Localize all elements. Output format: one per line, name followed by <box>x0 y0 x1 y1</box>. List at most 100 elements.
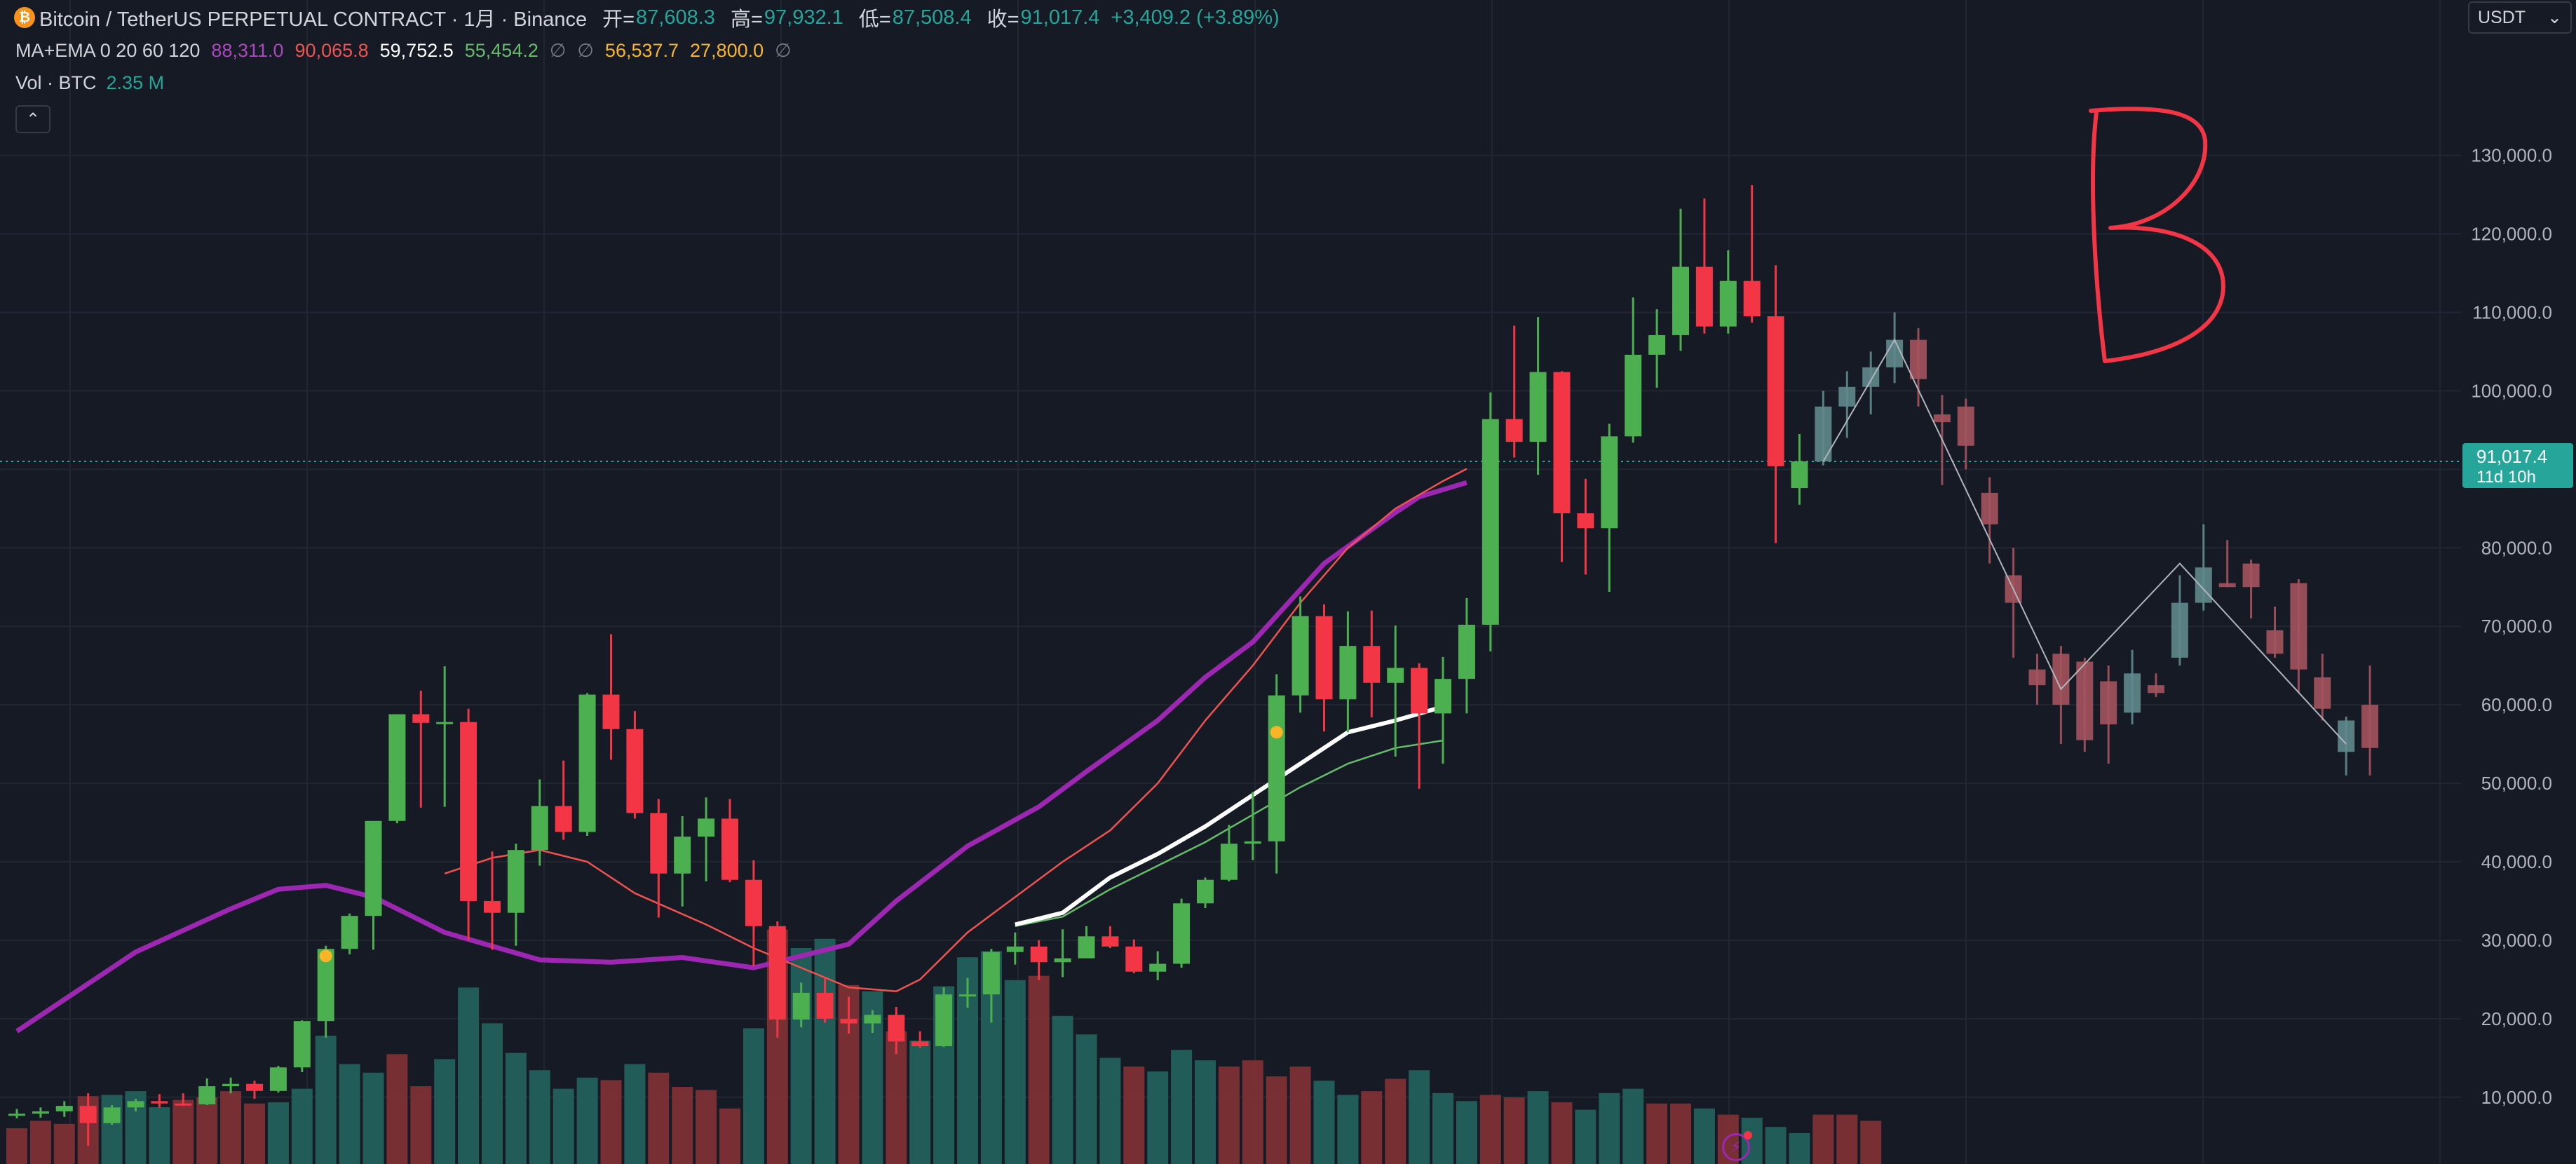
indicator-legend[interactable]: MA+EMA 0 20 60 120 88,311.0 90,065.8 59,… <box>15 36 803 65</box>
y-tick-label: 40,000.0 <box>2481 851 2552 872</box>
low-value: 87,508.4 <box>892 6 972 29</box>
volume-bar <box>576 1077 598 1164</box>
volume-bar <box>1385 1078 1406 1164</box>
volume-bar <box>1218 1066 1240 1164</box>
y-tick-label: 20,000.0 <box>2481 1008 2552 1029</box>
volume-bar <box>1028 975 1050 1164</box>
volume-bars <box>6 929 1882 1164</box>
volume-bar <box>267 1102 289 1164</box>
candle <box>1054 958 1071 963</box>
candle <box>1767 316 1784 466</box>
candle <box>888 1015 905 1042</box>
volume-bar <box>600 1080 622 1164</box>
high-value: 97,932.1 <box>764 6 843 29</box>
candle <box>578 694 596 832</box>
candle <box>1149 963 1167 972</box>
volume-bar <box>53 1123 75 1164</box>
projection-candle <box>2290 583 2307 670</box>
grid-lines <box>0 0 2461 1164</box>
volume-bar <box>1432 1092 1453 1164</box>
candle <box>1458 624 1475 679</box>
volume-bar <box>505 1053 527 1164</box>
candle <box>1743 280 1761 317</box>
indicator-value: 55,454.2 <box>464 39 538 61</box>
candle <box>1268 695 1285 841</box>
volume-bar <box>1670 1103 1691 1164</box>
candle <box>1435 679 1451 714</box>
volume-bar <box>1052 1015 1073 1164</box>
indicator-value: ∅ <box>775 39 792 61</box>
indicator-label[interactable]: MA+EMA 0 20 60 120 <box>15 39 201 61</box>
volume-bar <box>1551 1102 1573 1164</box>
volume-bar <box>482 1023 503 1164</box>
projection-candle <box>2338 720 2355 752</box>
projection-candle <box>2052 654 2070 705</box>
y-tick-label: 120,000.0 <box>2471 224 2552 245</box>
candle <box>745 879 762 926</box>
volume-bar <box>386 1054 408 1164</box>
volume-bar <box>1242 1060 1263 1164</box>
open-value: 87,608.3 <box>636 6 715 29</box>
volume-bar <box>1599 1092 1620 1164</box>
volume-bar <box>648 1072 670 1164</box>
candle <box>721 818 738 880</box>
symbol-header: ₿ Bitcoin / TetherUS PERPETUAL CONTRACT … <box>0 0 1280 35</box>
close-value: 91,017.4 <box>1020 6 1100 29</box>
candle <box>1197 879 1214 904</box>
volume-label[interactable]: Vol · BTC <box>15 72 97 93</box>
symbol-title[interactable]: Bitcoin / TetherUS PERPETUAL CONTRACT · … <box>39 8 588 31</box>
bitcoin-logo-icon: ₿ <box>14 7 35 28</box>
candle <box>32 1111 49 1114</box>
volume-bar <box>172 1099 194 1164</box>
moving-averages <box>0 460 2461 1034</box>
volume-bar <box>315 1035 337 1164</box>
volume-bar <box>196 1097 218 1164</box>
candle <box>127 1101 144 1108</box>
volume-bar <box>909 1041 931 1164</box>
countdown-label: 11d 10h <box>2476 468 2536 487</box>
projection-path <box>1822 338 2347 745</box>
volume-legend[interactable]: Vol · BTC 2.35 M <box>15 69 174 97</box>
y-tick-label: 60,000.0 <box>2481 694 2552 715</box>
currency-select[interactable]: USDT ⌄ <box>2468 1 2572 34</box>
candle <box>768 926 786 1020</box>
collapse-legend-button[interactable]: ⌃ <box>15 105 50 133</box>
price-axis[interactable]: 10,000.0 20,000.0 30,000.0 40,000.0 50,000.0… <box>2462 145 2573 1108</box>
candle <box>1672 266 1689 335</box>
candle <box>1625 354 1642 437</box>
candle <box>1125 946 1143 972</box>
candle <box>935 994 953 1047</box>
y-tick-label: 10,000.0 <box>2481 1087 2552 1108</box>
candle <box>1363 646 1381 683</box>
volume-bar <box>220 1091 242 1164</box>
candle <box>674 837 691 874</box>
volume-bar <box>1860 1121 1882 1164</box>
candle <box>602 694 620 729</box>
candle <box>1529 372 1547 442</box>
candle <box>626 729 644 813</box>
last-price-label: 91,017.4 <box>2476 446 2547 467</box>
indicator-value: ∅ <box>549 39 567 61</box>
candle <box>1339 646 1357 700</box>
volume-bar <box>1622 1088 1644 1164</box>
volume-bar <box>1171 1050 1193 1164</box>
candle <box>531 806 548 851</box>
low-label: 低= <box>858 8 891 31</box>
volume-bar <box>790 948 812 1164</box>
y-tick-label: 70,000.0 <box>2481 616 2552 637</box>
candle <box>198 1086 216 1104</box>
volume-bar <box>1836 1114 1858 1164</box>
candle <box>1078 936 1095 959</box>
bolt-button[interactable]: ⚡ <box>1722 1131 1752 1161</box>
volume-bar <box>434 1059 456 1164</box>
ma60-line <box>1015 705 1444 927</box>
projection-candle <box>2218 583 2236 588</box>
candle <box>1220 844 1238 880</box>
projection-candle <box>1815 406 1832 462</box>
candle <box>460 722 477 901</box>
candle <box>1648 334 1666 355</box>
projection-candle <box>1981 492 1998 525</box>
projection-candle <box>2028 669 2046 686</box>
